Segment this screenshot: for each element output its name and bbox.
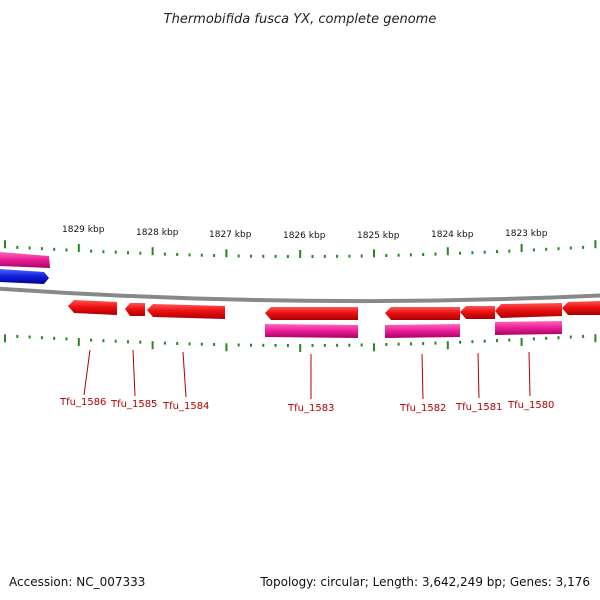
inner-scale-ticks: [4, 334, 597, 352]
gene-label-leaders: [83, 349, 531, 400]
scale-label-1824: 1824 kbp: [431, 230, 474, 240]
scale-label-1828: 1828 kbp: [136, 228, 179, 238]
gene-label-tfu-1584: Tfu_1584: [162, 401, 209, 412]
gene-tfu-1580[interactable]: [495, 303, 562, 318]
gene-tfu-1585[interactable]: [125, 303, 145, 316]
gene-tfu-1582[interactable]: [385, 307, 460, 320]
gene-tfu-1581[interactable]: [460, 306, 495, 319]
gene-magenta-outer-left[interactable]: [0, 252, 50, 268]
map-title: Thermobifida fusca YX, complete genome: [164, 12, 437, 27]
gene-label-tfu-1580: Tfu_1580: [507, 400, 554, 411]
gene-red-right-edge[interactable]: [562, 301, 600, 315]
genome-backbone: [0, 286, 600, 304]
gene-label-tfu-1586: Tfu_1586: [59, 397, 106, 408]
scale-label-1826: 1826 kbp: [283, 231, 326, 241]
genome-summary-text: Topology: circular; Length: 3,642,249 bp…: [259, 575, 590, 589]
gene-tfu-1583[interactable]: [265, 307, 358, 320]
gene-magenta-tfu-1582[interactable]: [385, 324, 460, 338]
scale-label-1827: 1827 kbp: [209, 230, 252, 240]
gene-label-tfu-1583: Tfu_1583: [287, 403, 334, 414]
scale-label-1825: 1825 kbp: [357, 231, 400, 241]
outer-scale-ticks: [4, 240, 597, 258]
scale-label-1823: 1823 kbp: [505, 229, 548, 239]
gene-tfu-1586[interactable]: [68, 300, 117, 315]
gene-label-tfu-1585: Tfu_1585: [110, 399, 157, 410]
scale-label-1829: 1829 kbp: [62, 225, 105, 235]
gene-blue-outer-left[interactable]: [0, 269, 49, 284]
gene-label-tfu-1581: Tfu_1581: [455, 402, 502, 413]
gene-magenta-tfu-1580[interactable]: [495, 321, 562, 335]
accession-text: Accession: NC_007333: [9, 575, 145, 589]
gene-label-tfu-1582: Tfu_1582: [399, 403, 446, 414]
gene-tfu-1584[interactable]: [147, 304, 225, 319]
gene-magenta-tfu-1583[interactable]: [265, 324, 358, 338]
